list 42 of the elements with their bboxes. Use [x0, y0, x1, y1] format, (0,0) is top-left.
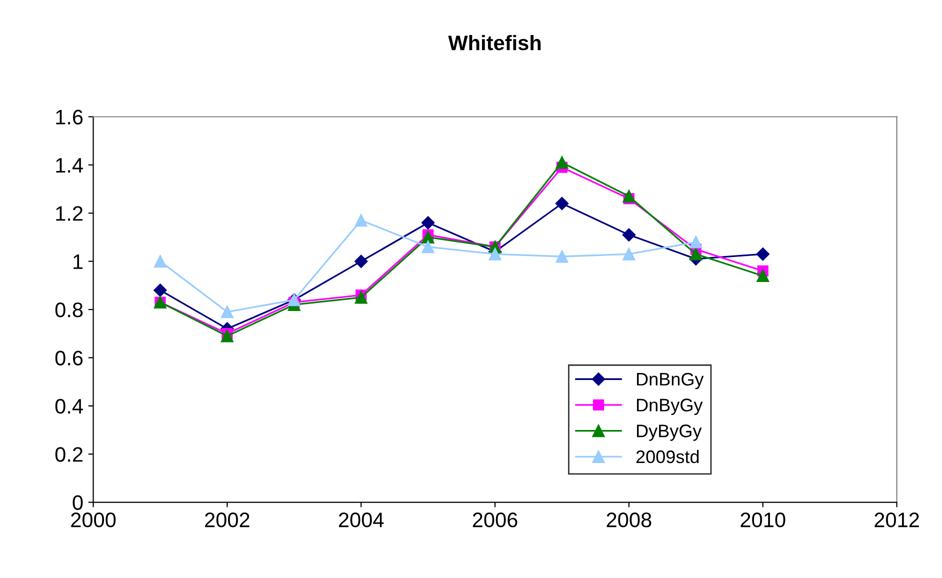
- point: [690, 236, 702, 248]
- point: [354, 291, 368, 304]
- y-tick-label: 1.2: [56, 206, 82, 221]
- y-tick-label: 1.6: [56, 110, 83, 125]
- y-tick-label: 1.4: [56, 158, 83, 172]
- legend-label: DyByGy: [637, 424, 702, 441]
- point: [622, 228, 636, 242]
- legend-label: DnBnGy: [637, 372, 704, 390]
- x-tick-label: 2006: [472, 512, 518, 528]
- point: [220, 306, 234, 318]
- legend-label: DnByGy: [637, 398, 703, 416]
- point: [421, 216, 435, 230]
- point: [354, 254, 368, 268]
- point: [488, 248, 502, 260]
- y-tick-label: 0.4: [55, 398, 83, 414]
- x-tick-label: 2010: [740, 512, 786, 528]
- x-tick-label: 2008: [606, 512, 652, 528]
- y-tick-label: 0: [72, 495, 83, 510]
- point: [154, 284, 167, 297]
- point: [422, 230, 434, 244]
- legend-label: 2009std: [636, 450, 699, 464]
- point: [756, 248, 770, 261]
- y-tick-label: 0.6: [55, 350, 83, 366]
- x-tick-label: 2002: [205, 512, 250, 528]
- point: [622, 248, 636, 260]
- point: [556, 250, 568, 263]
- point: [622, 190, 636, 203]
- point: [422, 240, 434, 254]
- point: [154, 255, 166, 268]
- point: [756, 270, 770, 282]
- x-tick-label: 2000: [71, 512, 116, 528]
- x-tick-label: 2004: [338, 512, 384, 528]
- point: [220, 330, 234, 342]
- point: [555, 196, 569, 210]
- point: [690, 248, 702, 260]
- y-tick-label: 1: [74, 254, 83, 269]
- point: [556, 156, 568, 169]
- y-tick-label: 0.2: [55, 447, 82, 462]
- chart-title: Whitefish: [448, 34, 541, 50]
- x-tick-label: 2012: [874, 512, 919, 528]
- point: [354, 214, 368, 227]
- y-tick-label: 0.8: [55, 302, 83, 318]
